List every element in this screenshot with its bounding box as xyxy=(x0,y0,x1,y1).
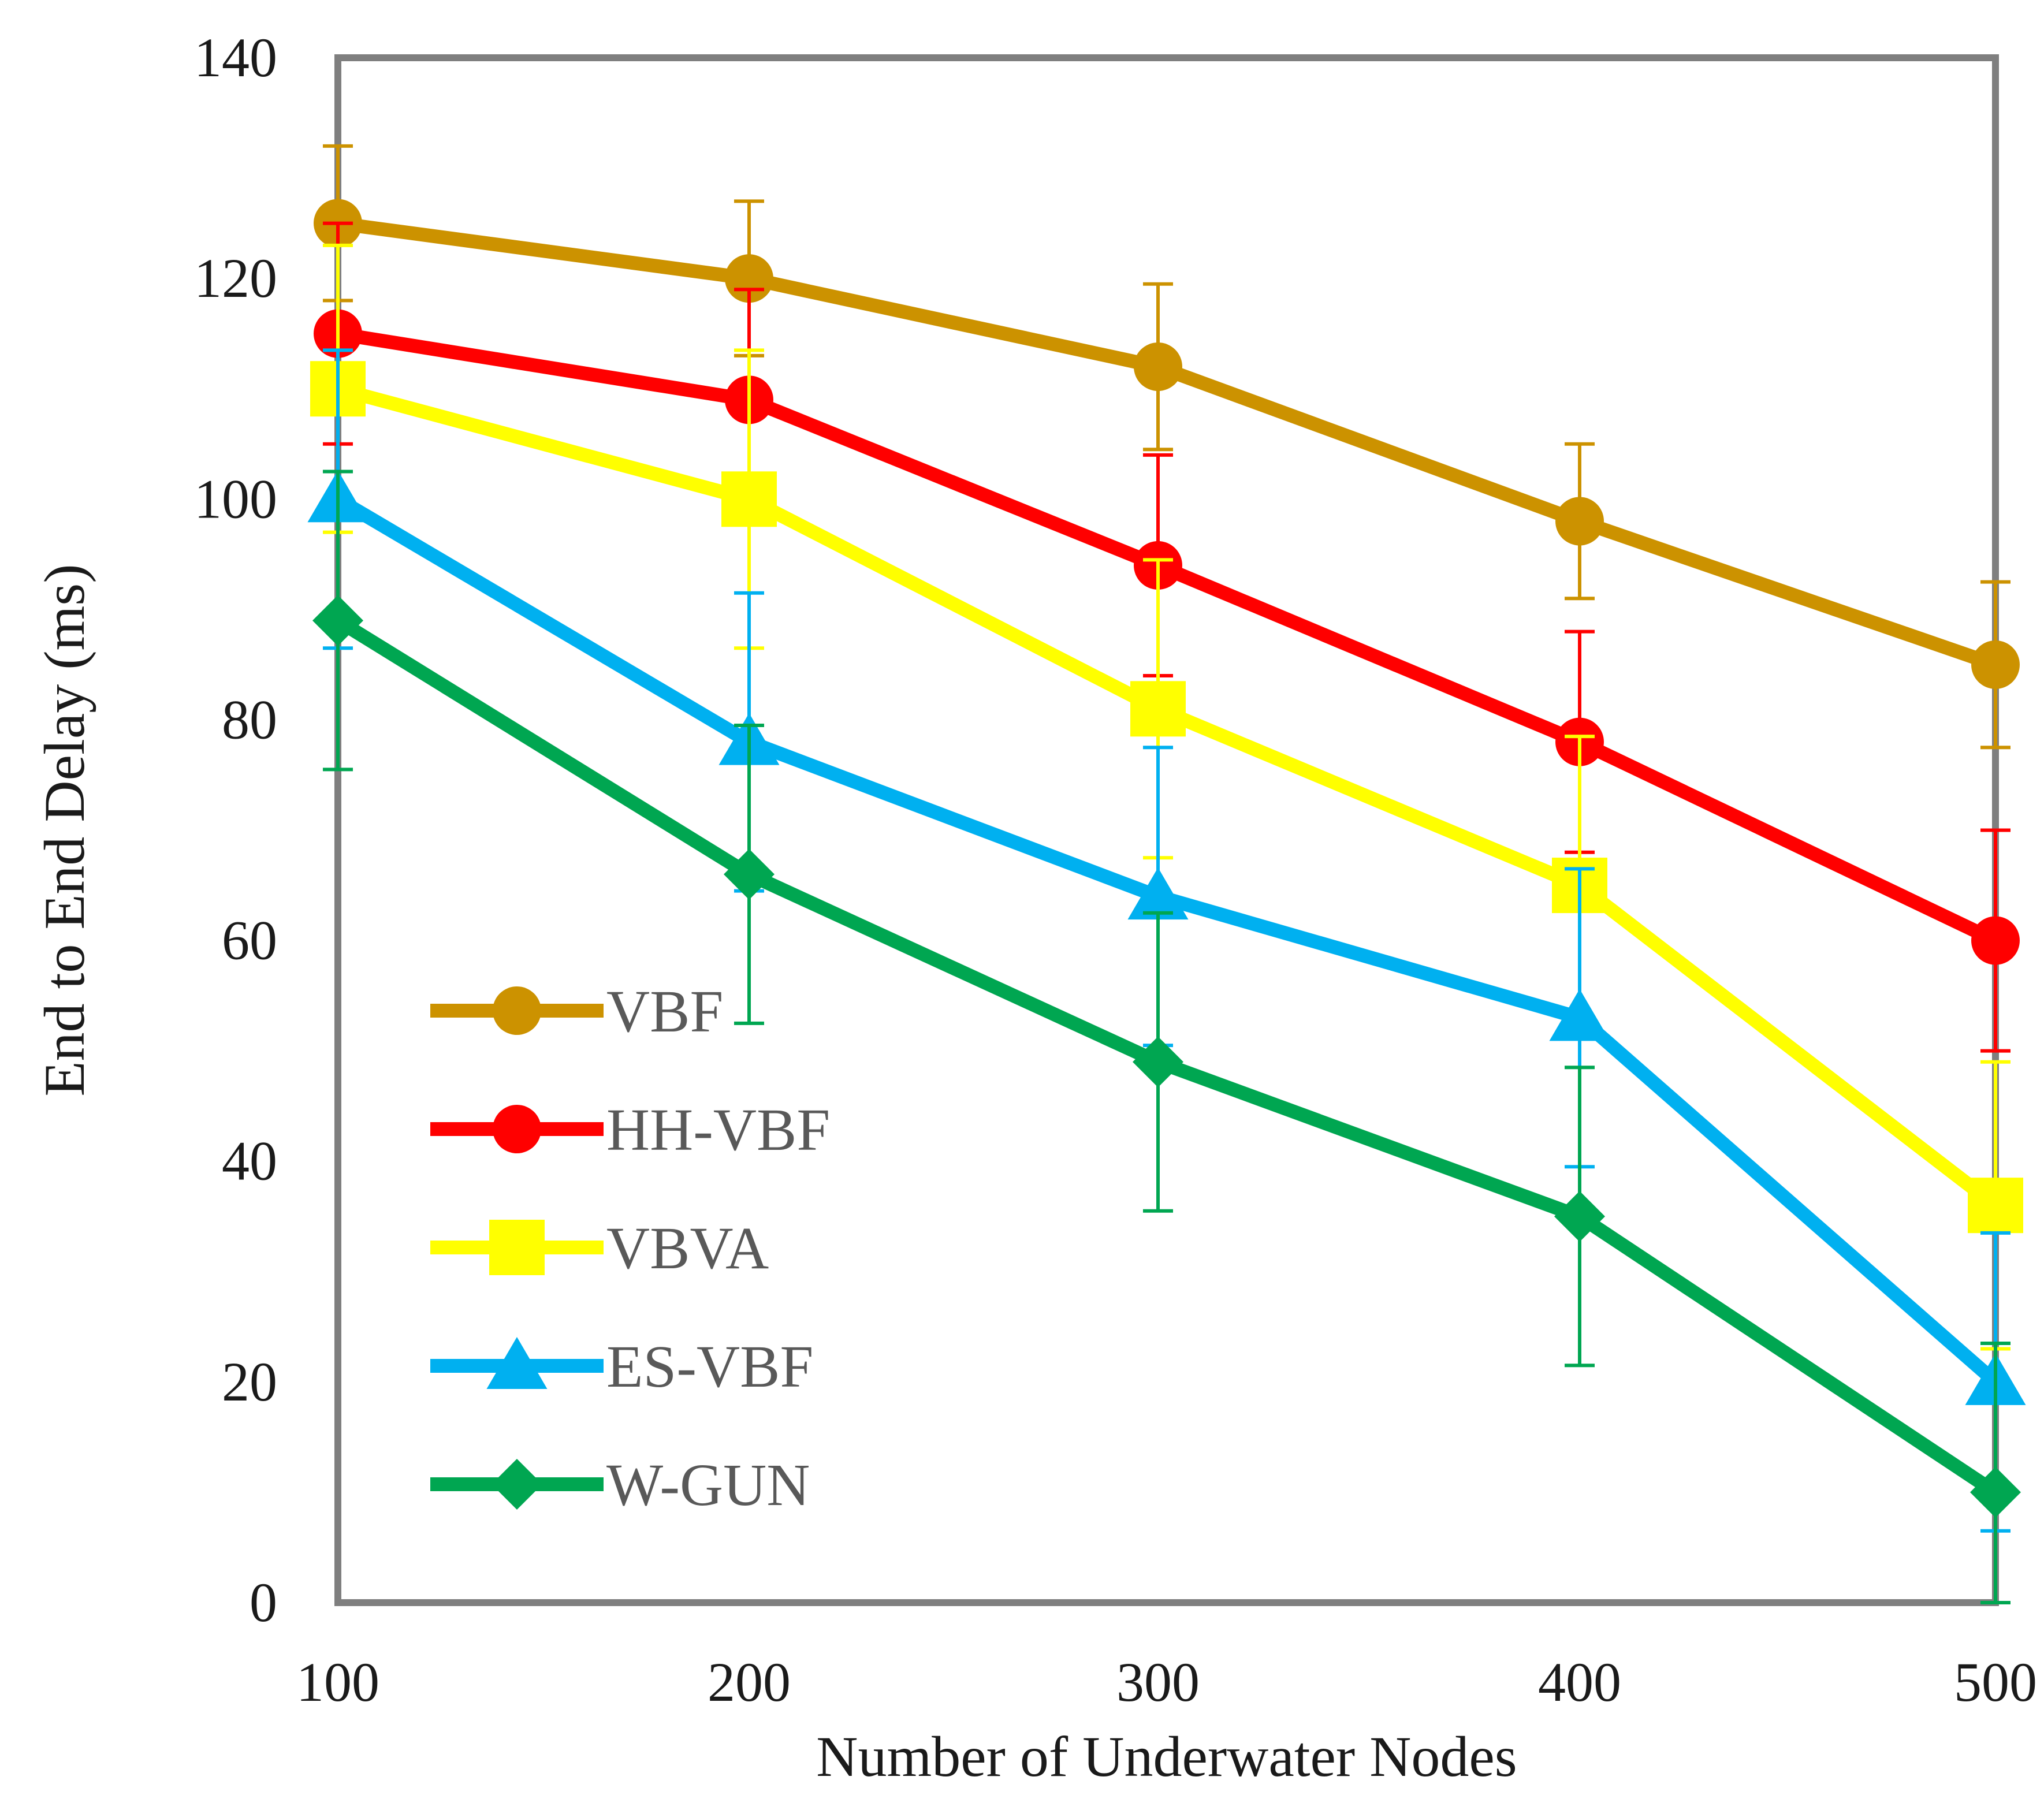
data-point xyxy=(1133,1036,1183,1087)
data-point xyxy=(1130,681,1186,737)
legend-label: W-GUN xyxy=(606,1452,810,1518)
series-es-vbf xyxy=(307,348,2026,1533)
y-tick-label: 0 xyxy=(250,1571,277,1633)
y-tick-label: 60 xyxy=(222,910,277,971)
legend-item: ES-VBF xyxy=(430,1334,813,1400)
tick-labels: 0 20 40 60 80 100 120 140 100 200 300 400 500 xyxy=(194,27,2037,1713)
data-point xyxy=(1970,1466,2021,1518)
y-tick-label: 100 xyxy=(194,468,277,530)
y-tick-label: 140 xyxy=(194,27,277,88)
data-point xyxy=(1971,640,2020,689)
data-point xyxy=(1555,497,1604,546)
data-point xyxy=(721,471,777,527)
y-axis-title: End to End Delay (ms) xyxy=(32,564,96,1096)
legend-item: W-GUN xyxy=(430,1452,810,1518)
x-tick-label: 400 xyxy=(1538,1651,1621,1713)
data-point xyxy=(1971,916,2020,965)
data-point xyxy=(493,1105,541,1153)
series-line xyxy=(337,216,1998,672)
series-w-gun xyxy=(312,470,2021,1604)
legend-label: VBF xyxy=(606,978,723,1045)
legend-item: VBVA xyxy=(430,1215,769,1282)
data-point xyxy=(486,1337,548,1389)
legend-item: VBF xyxy=(430,978,723,1045)
data-point xyxy=(1554,1191,1605,1242)
data-point xyxy=(1968,1178,2023,1234)
data-point xyxy=(1134,342,1182,391)
data-point xyxy=(1127,867,1189,920)
x-tick-label: 300 xyxy=(1116,1651,1200,1713)
data-point xyxy=(724,848,775,900)
legend-item: HH-VBF xyxy=(430,1097,830,1163)
y-tick-label: 20 xyxy=(222,1351,277,1413)
series-line xyxy=(336,382,2000,1211)
x-axis-title: Number of Underwater Nodes xyxy=(816,1724,1517,1789)
data-point xyxy=(492,1459,542,1510)
y-tick-label: 80 xyxy=(222,688,277,750)
data-point xyxy=(489,1220,545,1275)
legend-label: ES-VBF xyxy=(606,1334,813,1400)
legend-label: VBVA xyxy=(606,1215,769,1282)
x-tick-label: 500 xyxy=(1954,1651,2037,1713)
series-layer xyxy=(307,144,2026,1604)
y-tick-label: 120 xyxy=(194,247,277,309)
data-point xyxy=(1549,989,1610,1041)
data-point xyxy=(493,986,541,1035)
x-tick-label: 200 xyxy=(708,1651,791,1713)
y-tick-label: 40 xyxy=(222,1130,277,1192)
legend-label: HH-VBF xyxy=(606,1097,830,1163)
series-line xyxy=(337,326,1999,947)
legend: VBF HH-VBF VBVA ES-VBF W-GUN xyxy=(430,978,830,1518)
x-tick-label: 100 xyxy=(296,1651,379,1713)
data-point xyxy=(312,595,363,646)
